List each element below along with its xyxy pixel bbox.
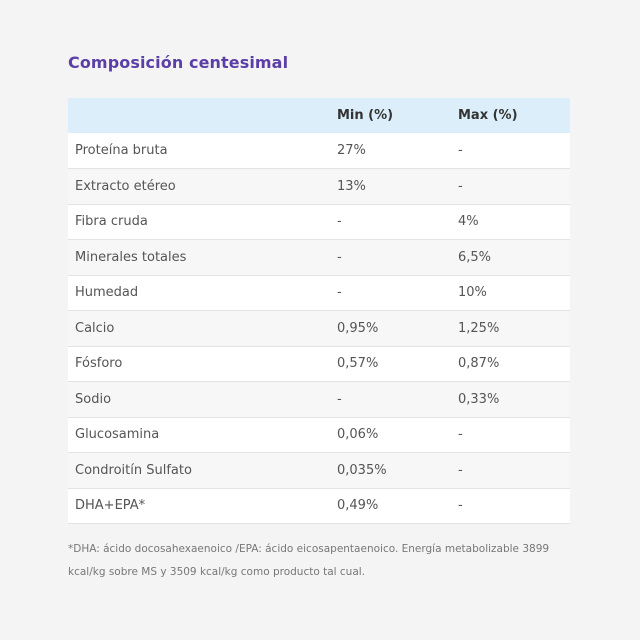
- table-row: Humedad - 10%: [68, 275, 570, 311]
- min-value: -: [337, 285, 342, 301]
- max-value: -: [458, 462, 463, 478]
- max-value: 4%: [458, 214, 479, 230]
- nutrient-name: Minerales totales: [75, 249, 187, 265]
- max-value: -: [458, 178, 463, 194]
- table-body: Proteína bruta 27% - Extracto etéreo 13%…: [68, 133, 570, 524]
- nutrient-name: Calcio: [75, 320, 115, 336]
- min-value: 13%: [337, 178, 366, 194]
- min-value: 27%: [337, 143, 366, 158]
- table-row: DHA+EPA* 0,49% -: [68, 488, 570, 524]
- nutrient-name: DHA+EPA*: [75, 498, 146, 514]
- min-value: 0,035%: [337, 462, 387, 478]
- table-row: Fósforo 0,57% 0,87%: [68, 346, 570, 382]
- table-row: Sodio - 0,33%: [68, 381, 570, 417]
- min-value: 0,49%: [337, 498, 379, 514]
- max-value: 10%: [458, 285, 487, 301]
- table-row: Proteína bruta 27% -: [68, 133, 570, 169]
- table-row: Minerales totales - 6,5%: [68, 239, 570, 275]
- nutrient-name: Sodio: [75, 391, 112, 407]
- max-value: -: [458, 427, 463, 443]
- header-max: Max (%): [458, 108, 518, 123]
- footnote: *DHA: ácido docosahexaenoico /EPA: ácido…: [68, 543, 550, 578]
- min-value: 0,06%: [337, 427, 379, 443]
- nutrient-name: Condroitín Sulfato: [75, 462, 192, 478]
- nutrient-name: Glucosamina: [75, 427, 160, 443]
- composition-table: Min (%) Max (%) Proteína bruta 27% - Ext…: [68, 98, 570, 524]
- nutrient-name: Fibra cruda: [75, 214, 148, 230]
- max-value: -: [458, 498, 463, 514]
- max-value: -: [458, 143, 463, 158]
- table-header-row: Min (%) Max (%): [68, 98, 570, 133]
- min-value: 0,57%: [337, 356, 379, 372]
- min-value: -: [337, 391, 342, 407]
- nutrient-name: Humedad: [75, 285, 139, 301]
- max-value: 6,5%: [458, 249, 492, 265]
- min-value: -: [337, 214, 342, 230]
- nutrient-name: Fósforo: [75, 356, 123, 372]
- table-row: Fibra cruda - 4%: [68, 204, 570, 240]
- header-nutrient: [68, 98, 337, 133]
- table-row: Glucosamina 0,06% -: [68, 417, 570, 453]
- nutrient-name: Extracto etéreo: [75, 178, 176, 194]
- header-min: Min (%): [337, 108, 394, 123]
- max-value: 0,33%: [458, 391, 500, 407]
- min-value: 0,95%: [337, 320, 379, 336]
- max-value: 0,87%: [458, 356, 500, 372]
- min-value: -: [337, 249, 342, 265]
- nutrient-name: Proteína bruta: [75, 143, 168, 158]
- table-row: Condroitín Sulfato 0,035% -: [68, 452, 570, 488]
- table-row: Extracto etéreo 13% -: [68, 168, 570, 204]
- section-title: Composición centesimal: [68, 53, 289, 72]
- max-value: 1,25%: [458, 320, 500, 336]
- table-row: Calcio 0,95% 1,25%: [68, 310, 570, 346]
